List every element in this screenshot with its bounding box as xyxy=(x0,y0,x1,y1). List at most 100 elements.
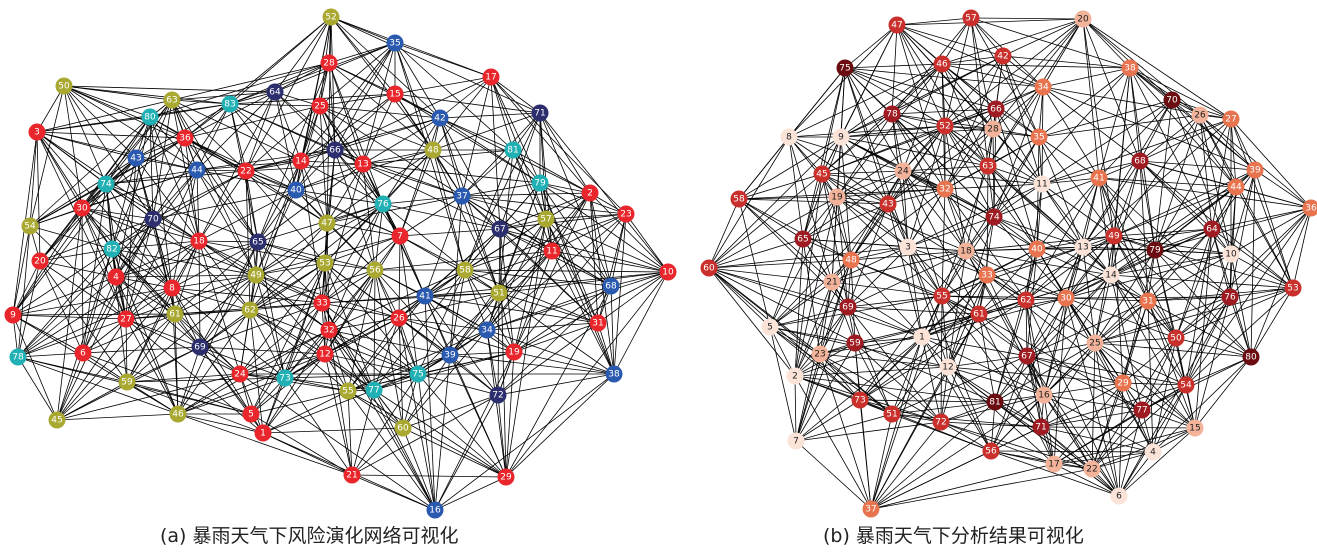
node-label: 5 xyxy=(767,323,773,333)
network-edge xyxy=(417,373,499,396)
node-label: 33 xyxy=(316,299,327,309)
network-edge xyxy=(794,196,838,377)
network-edge xyxy=(362,149,434,165)
network-node-13: 13 xyxy=(354,155,372,173)
network-edge xyxy=(347,390,353,476)
network-edge xyxy=(1098,177,1312,209)
network-edge xyxy=(708,136,790,269)
node-circle xyxy=(1242,348,1260,366)
network-edge xyxy=(821,173,889,205)
network-edge xyxy=(239,373,436,511)
node-label: 80 xyxy=(144,113,156,123)
network-edge xyxy=(198,240,259,243)
network-edge xyxy=(245,16,332,172)
network-node-17: 17 xyxy=(482,68,500,86)
network-edge xyxy=(82,318,127,354)
network-edge xyxy=(836,63,943,198)
network-edge xyxy=(1041,118,1232,185)
network-edge xyxy=(498,250,553,294)
network-edge xyxy=(891,401,996,415)
network-edge xyxy=(788,136,833,283)
network-edge xyxy=(105,170,247,185)
network-node-50: 50 xyxy=(55,77,73,95)
network-edge xyxy=(1254,169,1312,209)
node-circle xyxy=(879,195,897,213)
network-edge xyxy=(788,136,904,172)
node-label: 17 xyxy=(1048,460,1059,470)
network-edge xyxy=(324,353,353,476)
network-edge xyxy=(769,326,893,415)
network-edge xyxy=(990,450,1154,453)
node-circle xyxy=(832,128,850,146)
node-label: 18 xyxy=(193,237,205,247)
network-edge xyxy=(498,192,591,294)
network-edge xyxy=(505,351,515,478)
network-edge xyxy=(184,137,259,243)
node-circle xyxy=(936,180,954,198)
network-edge xyxy=(1185,228,1213,386)
node-label: 10 xyxy=(662,268,674,278)
network-node-45: 45 xyxy=(813,165,831,183)
network-edge xyxy=(1129,67,1141,162)
node-label: 82 xyxy=(106,245,117,255)
network-edge xyxy=(1113,235,1252,358)
network-edge xyxy=(944,183,1043,190)
network-edge xyxy=(993,67,1131,218)
node-circle xyxy=(97,175,115,193)
node-circle xyxy=(1191,106,1209,124)
node-circle xyxy=(313,294,331,312)
network-node-32: 32 xyxy=(936,180,954,198)
node-label: 62 xyxy=(244,306,255,316)
network-edge xyxy=(1098,177,1177,339)
network-edge xyxy=(1211,228,1231,298)
network-node-52: 52 xyxy=(936,117,954,135)
network-edge xyxy=(249,309,286,379)
node-circle xyxy=(883,105,901,123)
network-edge xyxy=(859,399,942,423)
network-edge xyxy=(499,213,627,230)
node-circle xyxy=(316,254,334,272)
network-node-52: 52 xyxy=(322,8,340,26)
network-edge xyxy=(992,18,1084,130)
network-edge xyxy=(439,112,541,119)
node-label: 66 xyxy=(329,146,341,156)
network-edge xyxy=(432,149,466,271)
network-edge xyxy=(802,238,852,261)
network-edge xyxy=(795,440,872,510)
node-circle xyxy=(700,259,718,277)
network-edge xyxy=(464,269,669,273)
network-edge xyxy=(794,375,797,442)
network-edge xyxy=(1185,207,1312,386)
network-edge xyxy=(1094,342,1252,358)
node-label: 56 xyxy=(985,447,997,457)
network-edge xyxy=(125,274,257,320)
network-edge xyxy=(769,326,797,442)
network-edge xyxy=(836,125,946,198)
network-edge xyxy=(844,67,946,127)
network-node-31: 31 xyxy=(589,314,607,332)
network-edge xyxy=(1065,297,1196,429)
network-edge xyxy=(1211,228,1294,289)
network-edge xyxy=(250,390,349,415)
network-edge xyxy=(1091,427,1196,470)
network-edge xyxy=(891,413,1042,428)
network-node-79: 79 xyxy=(531,174,549,192)
node-circle xyxy=(1102,266,1120,284)
network-edge xyxy=(947,355,1028,368)
node-label: 54 xyxy=(1180,381,1192,391)
network-node-41: 41 xyxy=(416,287,434,305)
network-edge xyxy=(1098,177,1149,302)
network-edge xyxy=(941,188,946,297)
network-edge xyxy=(896,24,1044,88)
node-label: 61 xyxy=(169,310,180,320)
network-edge xyxy=(990,450,1120,497)
network-edge xyxy=(994,274,1112,403)
network-edge xyxy=(870,313,980,510)
network-edge xyxy=(490,76,627,215)
network-edge xyxy=(986,246,1084,276)
network-node-26: 26 xyxy=(1191,106,1209,124)
node-label: 42 xyxy=(434,114,445,124)
network-edge xyxy=(274,91,336,151)
network-edge xyxy=(1043,394,1120,497)
network-edge xyxy=(1065,235,1115,299)
